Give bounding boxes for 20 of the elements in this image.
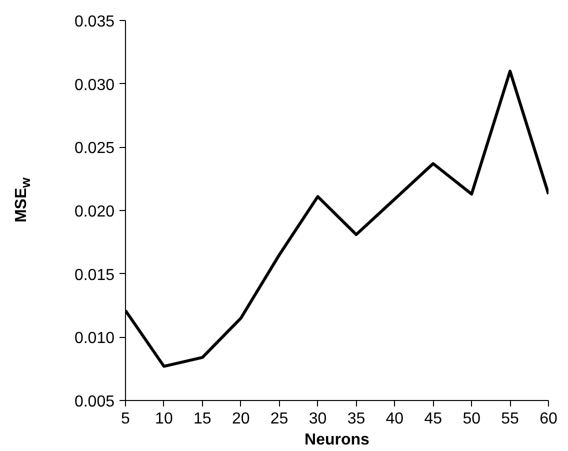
x-tick-label: 5 [121, 410, 130, 428]
x-tick-label: 15 [194, 410, 212, 428]
y-tick-label: 0.035 [74, 14, 115, 30]
y-tick-label: 0.030 [74, 76, 115, 94]
x-tick-label: 20 [232, 410, 250, 428]
y-tick-label: 0.015 [74, 266, 115, 284]
x-tick-label: 10 [155, 410, 173, 428]
x-tick-label: 25 [270, 410, 288, 428]
x-tick-label: 45 [424, 410, 442, 428]
x-tick-label: 35 [347, 410, 366, 428]
x-tick-label: 50 [462, 410, 481, 428]
x-tick-label: 40 [386, 410, 404, 428]
x-axis-title: Neurons [304, 432, 370, 448]
x-tick-label: 30 [308, 410, 327, 428]
y-tick-label: 0.005 [74, 394, 115, 410]
y-tick-label: 0.010 [74, 330, 115, 348]
x-tick-label: 55 [501, 410, 520, 428]
x-tick-label: 60 [540, 410, 558, 428]
y-tick-label: 0.025 [74, 140, 115, 158]
y-tick-label: 0.020 [74, 204, 115, 220]
